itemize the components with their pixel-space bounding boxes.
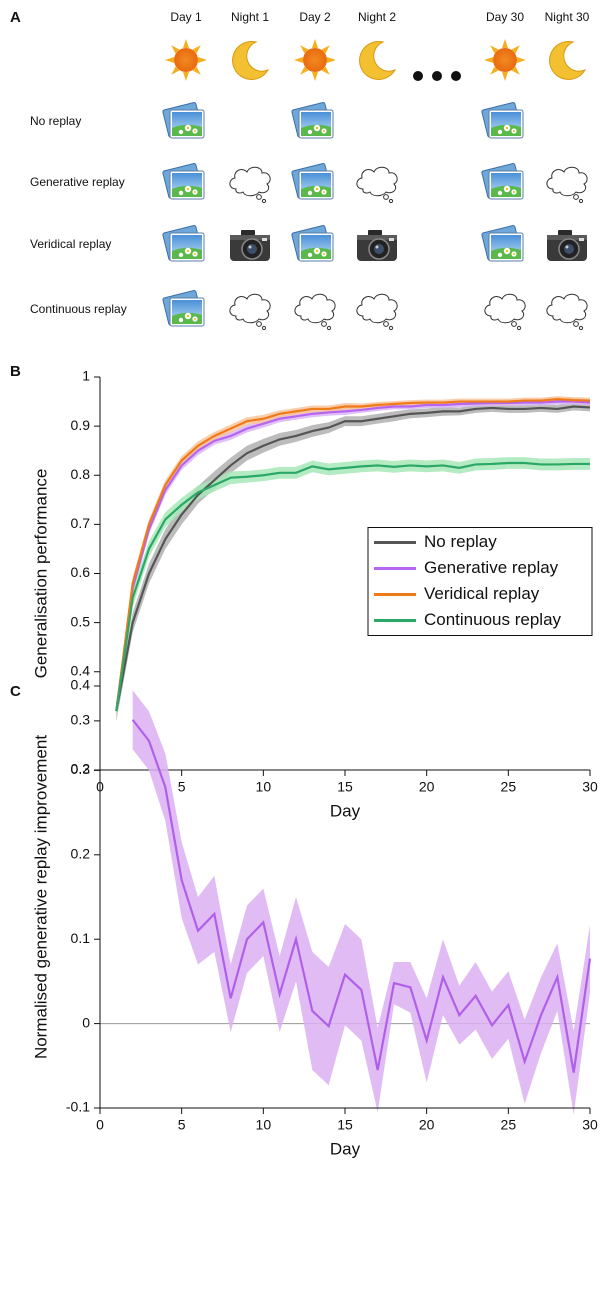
photo-icon (161, 224, 205, 262)
legend-label: Continuous replay (424, 610, 562, 629)
ellipsis-dot (451, 71, 461, 81)
photo-icon (161, 289, 205, 327)
y-tick-label: 0 (82, 1014, 90, 1030)
cloud-icon (294, 293, 336, 331)
chart: B0.20.30.40.50.60.70.80.91051015202530Da… (10, 363, 598, 821)
moon-icon (549, 40, 586, 80)
x-tick-label: 10 (256, 1117, 272, 1133)
row-label: No replay (30, 114, 81, 128)
photo-icon (161, 101, 205, 139)
x-tick-label: 15 (337, 1117, 353, 1133)
x-tick-label: 25 (501, 779, 517, 795)
panel-a: A Day 1 Night 1 Day 2 Night 2 Day 30 Night 30… (10, 9, 590, 331)
y-tick-label: 0.2 (71, 846, 91, 862)
sun-icon (165, 39, 207, 81)
y-tick-label: 0.6 (71, 564, 91, 580)
line (115, 405, 591, 712)
y-axis-label: Generalisation performance (31, 469, 50, 679)
moon-icon (232, 40, 269, 80)
column-label: Day 1 (170, 10, 202, 24)
y-tick-label: 0.8 (71, 466, 91, 482)
cloud-icon (546, 166, 588, 204)
line (131, 719, 592, 1073)
x-tick-label: 5 (178, 1117, 186, 1133)
x-tick-label: 30 (582, 1117, 598, 1133)
y-tick-label: 0.4 (71, 662, 91, 678)
y-tick-label: 0.3 (71, 712, 91, 728)
y-tick-label: -0.1 (66, 1099, 90, 1115)
column-label: Night 2 (358, 10, 396, 24)
panel-label: C (10, 683, 21, 700)
photo-icon (290, 162, 334, 200)
error-band (132, 690, 590, 1115)
ellipsis-dot (413, 71, 423, 81)
y-tick-label: 0.4 (71, 677, 91, 693)
x-tick-label: 20 (419, 1117, 435, 1133)
x-tick-label: 0 (96, 1117, 104, 1133)
y-tick-label: 0.3 (71, 761, 91, 777)
panel-label: B (10, 363, 21, 380)
column-label: Night 1 (231, 10, 269, 24)
sun-icon (294, 39, 336, 81)
photo-icon (290, 101, 334, 139)
legend-label: Veridical replay (424, 584, 540, 603)
cloud-icon (356, 293, 398, 331)
x-tick-label: 10 (256, 779, 272, 795)
cloud-icon (229, 166, 271, 204)
y-tick-label: 0.5 (71, 613, 91, 629)
x-tick-label: 20 (419, 779, 435, 795)
cloud-icon (356, 166, 398, 204)
chart: C-0.100.10.20.30.40 5 10 15 20 25 30DayNormali… (10, 677, 598, 1159)
legend-box (367, 527, 593, 636)
legend-label: No replay (424, 532, 497, 551)
photo-icon (161, 162, 205, 200)
camera-icon (356, 229, 398, 262)
y-tick-label: 0.1 (71, 930, 91, 946)
legend-label: Generative replay (424, 558, 559, 577)
x-tick-label: 5 (178, 779, 186, 795)
ellipsis-dot (432, 71, 442, 81)
camera-icon (229, 229, 271, 262)
row-label: Veridical replay (30, 237, 111, 251)
moon-icon (359, 40, 396, 80)
column-label: Day 2 (299, 10, 331, 24)
sun-icon (484, 39, 526, 81)
x-tick-label: 15 (337, 779, 353, 795)
panel-label: A (10, 9, 21, 26)
line (115, 398, 591, 712)
column-label: Day 30 (486, 10, 524, 24)
row-label: Generative replay (30, 175, 125, 189)
cloud-icon (484, 293, 526, 331)
photo-icon (480, 162, 524, 200)
y-axis-label: Normalised generative replay improvement (31, 735, 50, 1059)
x-axis-label: Day (330, 801, 361, 820)
y-tick-label: 0.7 (71, 515, 91, 531)
y-tick-label: 0.9 (71, 417, 91, 433)
photo-icon (290, 224, 334, 262)
cloud-icon (546, 293, 588, 331)
line (115, 400, 591, 712)
y-tick-label: 1 (82, 368, 90, 384)
photo-icon (480, 224, 524, 262)
x-tick-label: 30 (582, 779, 598, 795)
photo-icon (480, 101, 524, 139)
charts: B0.20.30.40.50.60.70.80.91051015202530Da… (10, 363, 598, 1159)
y-tick-label: 0.2 (71, 761, 91, 777)
x-tick-label: 25 (501, 1117, 517, 1133)
column-label: Night 30 (545, 10, 590, 24)
cloud-icon (229, 293, 271, 331)
row-label: Continuous replay (30, 302, 127, 316)
line (115, 461, 590, 712)
camera-icon (546, 229, 588, 262)
x-axis-label: Day (330, 1139, 361, 1158)
